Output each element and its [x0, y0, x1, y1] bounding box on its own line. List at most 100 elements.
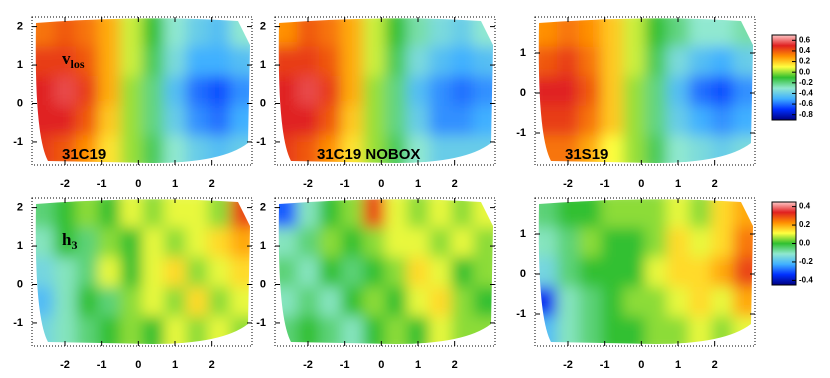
model-label: 31C19 — [62, 146, 106, 163]
colorbar — [771, 34, 797, 121]
map-cell — [733, 135, 753, 163]
map-cell — [319, 135, 342, 163]
map-cell — [54, 135, 77, 163]
map-cell — [76, 286, 99, 318]
map-cell — [429, 286, 452, 318]
map-cell — [385, 257, 408, 288]
map-cell — [76, 46, 99, 78]
map-cell — [120, 199, 143, 229]
map-cell — [451, 257, 474, 288]
x-tick-label: 1 — [675, 178, 681, 190]
map-cell — [208, 76, 231, 107]
map-cell — [623, 105, 646, 137]
map-cell — [733, 316, 753, 344]
map-cell — [76, 227, 99, 259]
map-cell — [667, 199, 690, 229]
map-cell — [579, 135, 602, 163]
map-cell — [142, 18, 165, 48]
map-cell — [319, 286, 342, 318]
map-cell — [711, 199, 734, 229]
map-cell — [341, 199, 364, 229]
map-cell — [297, 286, 320, 318]
map-cell — [54, 286, 77, 318]
map-cell — [667, 257, 690, 288]
map-cell — [230, 257, 250, 288]
map-cell — [711, 18, 734, 48]
map-cell — [98, 18, 121, 48]
map-cell — [230, 18, 250, 48]
map-cell — [601, 316, 624, 344]
map-cell — [164, 316, 187, 344]
map-cell — [76, 257, 99, 288]
map-cell — [297, 105, 320, 137]
map-cell — [319, 18, 342, 48]
map-cell — [208, 286, 231, 318]
x-tick-label: 2 — [452, 178, 458, 190]
map-cell — [230, 76, 250, 107]
y-tick-label: -1 — [516, 127, 526, 139]
x-tick-label: -1 — [600, 359, 610, 371]
map-cell — [538, 199, 558, 229]
x-tick-label: 0 — [638, 178, 644, 190]
map-cell — [278, 286, 298, 318]
map-cell — [164, 46, 187, 78]
map — [278, 18, 493, 163]
map-cell — [208, 227, 231, 259]
map-cell — [645, 286, 668, 318]
colorbar-tick-label: 0.6 — [799, 35, 811, 44]
map-cell — [164, 18, 187, 48]
map-cell — [451, 199, 474, 229]
map-cell — [579, 18, 602, 48]
map-cell — [579, 105, 602, 137]
map-cell — [689, 46, 712, 78]
y-tick-label: -1 — [516, 308, 526, 320]
map-cell — [54, 18, 77, 48]
map-cell — [341, 105, 364, 137]
map-cell — [278, 76, 298, 107]
map-cell — [363, 76, 386, 107]
map — [278, 199, 493, 344]
map-cell — [538, 135, 558, 163]
map-cell — [363, 18, 386, 48]
map-cell — [645, 316, 668, 344]
map-cell — [54, 257, 77, 288]
map-cell — [54, 76, 77, 107]
map-cell — [208, 135, 231, 163]
y-tick-label: 0 — [17, 278, 23, 290]
map-cell — [385, 76, 408, 107]
map-cell — [645, 18, 668, 48]
map-cell — [164, 227, 187, 259]
map-cell — [689, 76, 712, 107]
map-cell — [186, 18, 209, 48]
y-tick-label: -1 — [256, 136, 266, 148]
map-cell — [711, 135, 734, 163]
x-tick-label: 1 — [675, 359, 681, 371]
map-cell — [429, 199, 452, 229]
map-cell — [623, 135, 646, 163]
map-cell — [76, 135, 99, 163]
map-cell — [689, 199, 712, 229]
map-cell — [98, 257, 121, 288]
map-cell — [297, 46, 320, 78]
map-cell — [538, 286, 558, 318]
map-cell — [645, 135, 668, 163]
map-cell — [297, 227, 320, 259]
map-cell — [208, 105, 231, 137]
map-cell — [429, 135, 452, 163]
y-tick-label: 1 — [520, 47, 526, 59]
map-field — [538, 199, 753, 344]
colorbar-tick-label: -0.6 — [799, 99, 813, 108]
map-cell — [623, 46, 646, 78]
map-cell — [538, 46, 558, 78]
map-cell — [407, 18, 430, 48]
map-cell — [35, 286, 55, 318]
map-cell — [733, 227, 753, 259]
map-cell — [208, 46, 231, 78]
map-cell — [429, 76, 452, 107]
map-cell — [278, 46, 298, 78]
map-cell — [451, 286, 474, 318]
x-tick-label: 1 — [172, 178, 178, 190]
map-cell — [120, 76, 143, 107]
map-cell — [54, 316, 77, 344]
map-cell — [186, 105, 209, 137]
